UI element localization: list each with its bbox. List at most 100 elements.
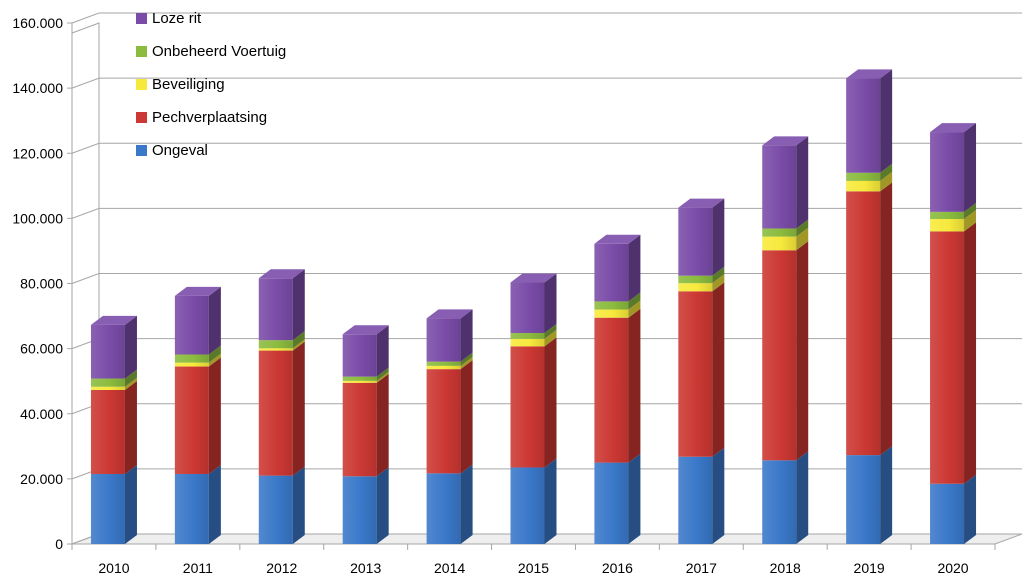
bar-segment-side	[292, 331, 305, 349]
bar-segment-top	[846, 69, 893, 79]
bar-segment-side	[628, 292, 641, 310]
bar-segment	[762, 145, 797, 229]
bar-segment	[426, 473, 461, 544]
bar-segment-side	[376, 325, 389, 377]
bar-segment	[426, 365, 461, 370]
bar-segment-side	[292, 341, 305, 476]
bar-segment	[594, 243, 629, 302]
y-tick-label: 60.000	[20, 341, 63, 357]
bar-segment-side	[628, 300, 641, 318]
bar-segment-side	[880, 182, 893, 456]
x-tick-label: 2017	[686, 560, 717, 576]
y-axis: 0 20.000 40.000 60.000 80.000 100.000 120.000 1…	[12, 15, 72, 552]
bar-segment-side	[376, 371, 389, 383]
bar-stack-2019	[846, 69, 893, 544]
bar-segment	[342, 380, 377, 383]
legend-swatch	[136, 79, 147, 90]
bar-segment	[90, 324, 125, 379]
x-tick-label: 2020	[937, 560, 968, 576]
x-tick-label: 2013	[350, 560, 381, 576]
bar-segment	[846, 455, 881, 544]
x-axis: 2010 2011 2012 2013 2014 2015 2016 2017 2018 2019…	[71, 544, 996, 576]
bar-segment	[678, 456, 713, 544]
bar-segment-side	[292, 466, 305, 544]
bar-segment	[594, 309, 629, 318]
bar-segment	[930, 211, 965, 220]
bar-segment	[678, 275, 713, 284]
bar-segment	[258, 348, 293, 351]
bar-segment-side	[964, 474, 977, 544]
bar-segment-side	[712, 266, 725, 284]
bar-segment	[510, 467, 545, 544]
bar-segment-side	[544, 273, 557, 333]
bar-segment-side	[376, 373, 389, 477]
bar-segment	[930, 231, 965, 484]
bar-segment	[510, 346, 545, 468]
bar-segment	[174, 362, 209, 367]
y-tick-label: 140.000	[12, 80, 63, 96]
bar-segment	[678, 207, 713, 276]
legend-label: Ongeval	[152, 142, 208, 159]
bar-segment-side	[208, 345, 221, 363]
y-tick-label: 20.000	[20, 471, 63, 487]
bar-segment	[342, 376, 377, 381]
bar-segment	[510, 338, 545, 347]
bar-segment	[678, 283, 713, 292]
legend-item: Pechverplaatsing	[136, 109, 267, 126]
bar-segment-side	[628, 234, 641, 302]
bar-segment-side	[292, 339, 305, 351]
bar-segment	[930, 483, 965, 544]
bar-segment-side	[796, 241, 809, 461]
legend-item: Ongeval	[136, 142, 208, 159]
bar-segment-side	[880, 163, 893, 181]
bar-segment-side	[712, 447, 725, 544]
bar-segment-top	[762, 136, 809, 146]
bar-segment-side	[376, 367, 389, 381]
bar-segment	[174, 354, 209, 363]
bar-segment	[846, 172, 881, 181]
x-tick-label: 2011	[183, 560, 213, 576]
bar-segment	[174, 295, 209, 355]
bar-segment-side	[628, 308, 641, 463]
bar-segment-side	[796, 136, 809, 229]
bar-segment	[762, 250, 797, 461]
bar-segment-side	[796, 219, 809, 237]
bar-stack-2020	[930, 123, 977, 544]
bar-segment-side	[712, 274, 725, 292]
bar-segment-side	[964, 202, 977, 220]
bar-segment-side	[544, 329, 557, 347]
bar-segment-side	[964, 123, 977, 212]
bar-segment-top	[510, 273, 557, 283]
bar-segment-top	[594, 234, 641, 244]
bar-segment-top	[426, 309, 473, 319]
legend-swatch	[136, 46, 147, 57]
bar-segment-side	[124, 380, 137, 474]
bar-segment	[426, 318, 461, 362]
bar-segment-side	[880, 69, 893, 173]
bar-segment	[762, 228, 797, 237]
bar-segment	[342, 382, 377, 477]
x-tick-label: 2016	[602, 560, 633, 576]
bar-segment	[594, 301, 629, 310]
bar-segment	[342, 476, 377, 544]
bar-stack-2012	[258, 269, 305, 544]
bar-segment-top	[930, 123, 977, 133]
legend-item: Beveiliging	[136, 76, 225, 93]
legend-swatch	[136, 112, 147, 123]
bar-segment	[594, 317, 629, 463]
bar-segment	[258, 475, 293, 544]
bar-segment-side	[208, 464, 221, 544]
bar-stack-2018	[762, 136, 809, 544]
bar-segment	[174, 366, 209, 474]
bar-segment	[90, 473, 125, 544]
bar-segment-side	[964, 222, 977, 484]
bar-segment	[510, 282, 545, 333]
bar-segment-top	[342, 325, 389, 335]
x-tick-label: 2015	[518, 560, 549, 576]
bar-segment	[930, 219, 965, 232]
bar-segment-top	[258, 269, 305, 279]
legend-swatch	[136, 13, 147, 24]
bar-segment-side	[880, 446, 893, 544]
